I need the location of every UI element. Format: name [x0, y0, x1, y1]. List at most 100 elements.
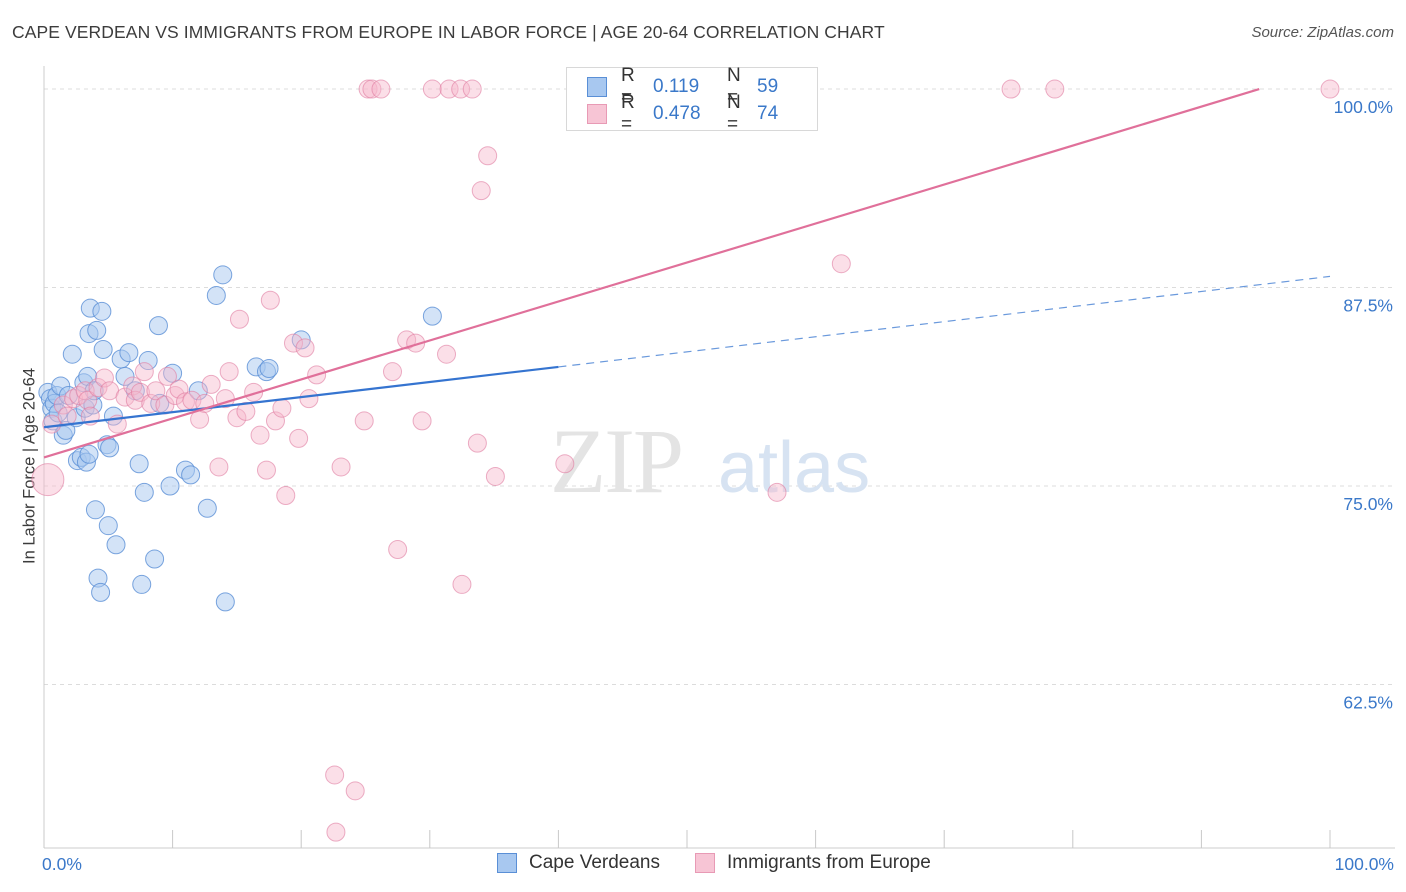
point-immigrants-europe	[325, 765, 345, 785]
point-cape-verdeans	[132, 574, 152, 594]
point-immigrants-europe	[57, 406, 77, 426]
point-immigrants-europe	[283, 333, 303, 353]
point-cape-verdeans	[79, 444, 99, 464]
point-immigrants-europe	[42, 414, 62, 434]
legend-n-value-series1: 59	[757, 76, 779, 97]
point-cape-verdeans	[98, 516, 118, 536]
point-cape-verdeans	[91, 582, 111, 602]
point-cape-verdeans	[93, 339, 113, 359]
point-cape-verdeans	[206, 285, 226, 305]
series-immigrants-europe-points	[31, 79, 1340, 842]
point-immigrants-europe	[78, 390, 98, 410]
trend-lines	[43, 88, 1331, 459]
point-immigrants-europe	[229, 309, 249, 329]
legend-swatch-series1	[587, 77, 607, 97]
point-immigrants-europe	[326, 822, 346, 842]
point-cape-verdeans	[100, 438, 120, 458]
point-cape-verdeans	[129, 454, 149, 474]
point-cape-verdeans	[181, 465, 201, 485]
point-immigrants-europe	[272, 398, 292, 418]
legend-row-series1: R = 0.119 N = 59	[587, 65, 779, 108]
point-immigrants-europe	[53, 395, 73, 415]
point-immigrants-europe	[452, 574, 472, 594]
chart-title: CAPE VERDEAN VS IMMIGRANTS FROM EUROPE I…	[12, 22, 885, 42]
point-immigrants-europe	[115, 387, 135, 407]
y-tick-label: 100.0%	[1334, 97, 1393, 117]
point-immigrants-europe	[478, 146, 498, 166]
point-immigrants-europe	[123, 376, 143, 396]
point-immigrants-europe	[388, 540, 408, 560]
point-immigrants-europe	[265, 411, 285, 431]
bottom-legend-swatch-series1	[497, 853, 517, 873]
point-immigrants-europe	[244, 382, 264, 402]
point-cape-verdeans	[115, 366, 135, 386]
point-immigrants-europe	[88, 378, 108, 398]
x-tick-label: 0.0%	[42, 854, 82, 874]
point-immigrants-europe	[236, 401, 256, 421]
point-immigrants-europe	[256, 460, 276, 480]
legend-n-value-series2: 74	[757, 103, 779, 124]
point-immigrants-europe	[439, 79, 459, 99]
point-immigrants-europe	[1001, 79, 1021, 99]
point-cape-verdeans	[119, 343, 139, 363]
bottom-legend-series1: Cape Verdeans	[497, 852, 660, 874]
legend-row-series2: R = 0.478 N = 74	[587, 92, 779, 135]
point-immigrants-europe	[295, 338, 315, 358]
legend-r-value-series1: 0.119	[653, 76, 700, 97]
point-immigrants-europe	[219, 362, 239, 382]
point-cape-verdeans	[106, 535, 126, 555]
tick-labels: 100.0% 87.5% 75.0% 62.5% 0.0% 100.0%	[42, 97, 1394, 874]
y-tick-label: 87.5%	[1343, 296, 1393, 316]
bottom-legend-series2: Immigrants from Europe	[695, 852, 931, 874]
point-immigrants-europe	[260, 290, 280, 310]
point-immigrants-europe	[467, 433, 487, 453]
point-cape-verdeans	[92, 301, 112, 321]
point-cape-verdeans	[62, 344, 82, 364]
point-cape-verdeans	[160, 476, 180, 496]
point-immigrants-europe	[146, 381, 166, 401]
point-immigrants-europe	[831, 254, 851, 274]
point-immigrants-europe	[299, 389, 319, 409]
y-tick-label: 75.0%	[1343, 494, 1393, 514]
point-immigrants-europe	[555, 454, 575, 474]
bottom-legend-swatch-series2	[695, 853, 715, 873]
point-immigrants-europe	[412, 411, 432, 431]
point-immigrants-europe	[201, 374, 221, 394]
bottom-legend: Cape Verdeans Immigrants from Europe	[0, 852, 1406, 878]
point-immigrants-europe	[1320, 79, 1340, 99]
point-immigrants-europe	[1045, 79, 1065, 99]
point-cape-verdeans	[85, 500, 105, 520]
trend-line-cape-verdeans	[43, 365, 559, 429]
bottom-legend-label-series2: Immigrants from Europe	[727, 852, 931, 873]
point-immigrants-europe	[345, 781, 365, 801]
point-immigrants-europe	[371, 79, 391, 99]
point-cape-verdeans	[197, 498, 217, 518]
point-immigrants-europe	[94, 368, 114, 388]
point-immigrants-europe	[485, 466, 505, 486]
point-immigrants-europe	[276, 486, 296, 506]
source-label: Source: ZipAtlas.com	[1251, 24, 1394, 41]
point-immigrants-europe	[331, 457, 351, 477]
series-cape-verdeans-points	[38, 265, 442, 612]
point-immigrants-europe	[422, 79, 442, 99]
point-immigrants-europe	[250, 425, 270, 445]
point-cape-verdeans	[87, 320, 107, 340]
legend-r-label: R =	[621, 92, 635, 135]
watermark: ZIP atlas	[550, 410, 870, 512]
stats-legend: R = 0.119 N = 59 R = 0.478 N = 74	[566, 65, 818, 135]
point-immigrants-europe	[141, 393, 161, 413]
point-immigrants-europe	[354, 411, 374, 431]
point-immigrants-europe	[451, 79, 471, 99]
point-immigrants-europe	[462, 79, 482, 99]
point-immigrants-europe	[134, 362, 154, 382]
point-immigrants-europe	[289, 428, 309, 448]
point-cape-verdeans	[213, 265, 233, 285]
bottom-legend-label-series1: Cape Verdeans	[529, 852, 660, 873]
point-cape-verdeans	[134, 482, 154, 502]
point-immigrants-europe	[471, 181, 491, 201]
watermark-zip: ZIP	[550, 410, 682, 512]
legend-r-label: R =	[621, 65, 635, 108]
y-tick-label: 62.5%	[1343, 692, 1393, 712]
point-immigrants-europe	[767, 482, 787, 502]
